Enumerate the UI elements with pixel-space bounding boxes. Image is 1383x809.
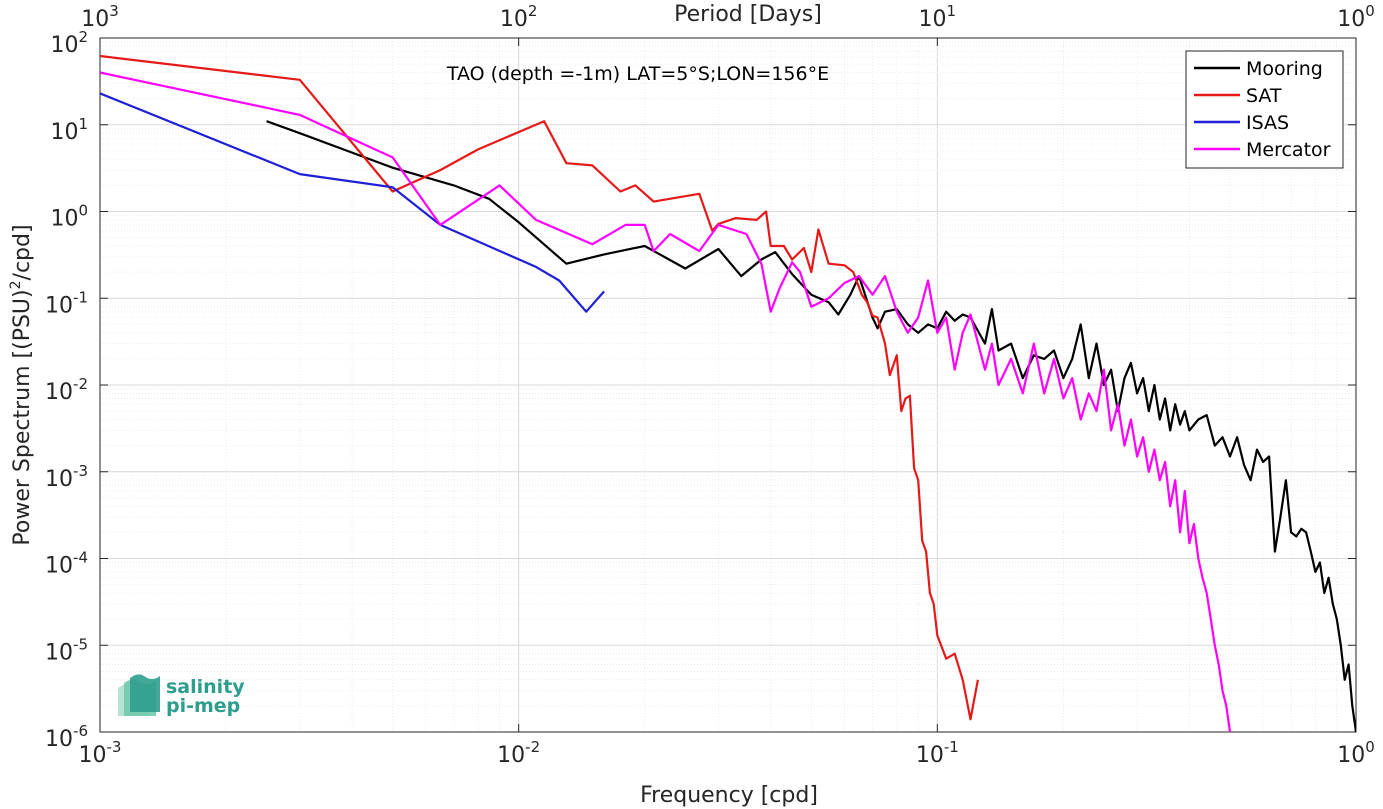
x-tick-label-base: 10 — [79, 743, 107, 768]
x-tick-label-exponent: -2 — [525, 738, 540, 756]
y-tick-label-exponent: -5 — [73, 635, 88, 653]
logo-waves-icon — [118, 674, 160, 716]
y-tick-label-base: 10 — [45, 640, 73, 665]
x-tick-label-exponent: -1 — [944, 738, 959, 756]
y-tick-label-exponent: -6 — [73, 722, 88, 740]
y-tick-label: 10-5 — [45, 635, 88, 665]
y-tick-label: 100 — [50, 202, 88, 232]
x2-tick-label-base: 10 — [1337, 7, 1365, 32]
grid-lines — [99, 38, 1356, 733]
x-tick-label-exponent: 0 — [1365, 738, 1375, 756]
x2-tick-label: 100 — [1337, 2, 1375, 32]
y-axis-label-superscript: 2 — [8, 280, 24, 289]
y-tick-label-exponent: -2 — [73, 375, 88, 393]
series-layer — [100, 54, 1356, 732]
series-line-isas — [100, 92, 605, 313]
legend-label-mooring: Mooring — [1246, 58, 1323, 80]
x-tick-label-exponent: -3 — [107, 738, 122, 756]
y-tick-label-base: 10 — [50, 207, 78, 232]
x-axis-label: Frequency [cpd] — [640, 783, 818, 808]
chart-title: TAO (depth =-1m) LAT=5°S;LON=156°E — [446, 63, 829, 85]
series-line-mooring — [266, 120, 1356, 732]
y-tick-label-exponent: 0 — [78, 202, 88, 220]
legend: Mooring SAT ISAS Mercator — [1185, 50, 1344, 169]
y-tick-label-base: 10 — [45, 554, 73, 579]
y-tick-label: 10-4 — [45, 549, 88, 579]
y-tick-label-base: 10 — [45, 293, 73, 318]
y-tick-label: 101 — [50, 115, 88, 145]
legend-label-sat: SAT — [1246, 85, 1282, 107]
y-tick-label-base: 10 — [45, 380, 73, 405]
top-axis-label: Period [Days] — [674, 2, 822, 27]
y-tick-label-exponent: -3 — [73, 462, 88, 480]
x2-tick-label: 101 — [919, 2, 957, 32]
legend-label-isas: ISAS — [1246, 112, 1289, 134]
x-tick-label: 10-3 — [79, 738, 122, 768]
x2-tick-label-base: 10 — [81, 7, 109, 32]
x2-tick-label: 102 — [500, 2, 538, 32]
y-tick-label-base: 10 — [45, 467, 73, 492]
x2-tick-label-exponent: 3 — [109, 2, 119, 20]
series-line-sat — [100, 54, 979, 721]
y-tick-label-exponent: 2 — [78, 28, 88, 46]
x2-tick-label-exponent: 1 — [947, 2, 957, 20]
logo-text-pi-mep: pi-mep — [166, 695, 240, 717]
x-tick-label-base: 10 — [497, 743, 525, 768]
x-tick-label: 10-2 — [497, 738, 540, 768]
y-tick-label: 10-2 — [45, 375, 88, 405]
y-tick-label: 10-3 — [45, 462, 88, 492]
y-tick-label-base: 10 — [50, 33, 78, 58]
x2-tick-label-exponent: 2 — [528, 2, 538, 20]
x2-tick-label: 103 — [81, 2, 119, 32]
x2-tick-label-base: 10 — [919, 7, 947, 32]
x2-tick-label-exponent: 0 — [1365, 2, 1375, 20]
logo-text-salinity: salinity — [166, 676, 245, 698]
y-tick-label-base: 10 — [45, 727, 73, 752]
y-axis-label-main: Power Spectrum [(PSU) — [10, 289, 35, 545]
x-tick-label: 100 — [1337, 738, 1375, 768]
y-axis-label: Power Spectrum [(PSU)2/cpd] — [8, 224, 35, 545]
y-tick-label-exponent: -1 — [73, 288, 88, 306]
y-tick-label-base: 10 — [50, 120, 78, 145]
y-tick-label-exponent: 1 — [78, 115, 88, 133]
y-tick-label: 102 — [50, 28, 88, 58]
x-tick-label: 10-1 — [916, 738, 959, 768]
salinity-pi-mep-logo: salinity pi-mep — [118, 674, 245, 717]
x-tick-label-base: 10 — [1337, 743, 1365, 768]
y-axis-label-tail: /cpd] — [10, 224, 35, 280]
y-tick-label-exponent: -4 — [73, 549, 88, 567]
y-tick-label: 10-1 — [45, 288, 88, 318]
legend-label-mercator: Mercator — [1246, 139, 1331, 161]
series-line-mercator — [100, 71, 1232, 732]
x2-tick-label-base: 10 — [500, 7, 528, 32]
x-tick-label-base: 10 — [916, 743, 944, 768]
y-tick-label: 10-6 — [45, 722, 88, 752]
